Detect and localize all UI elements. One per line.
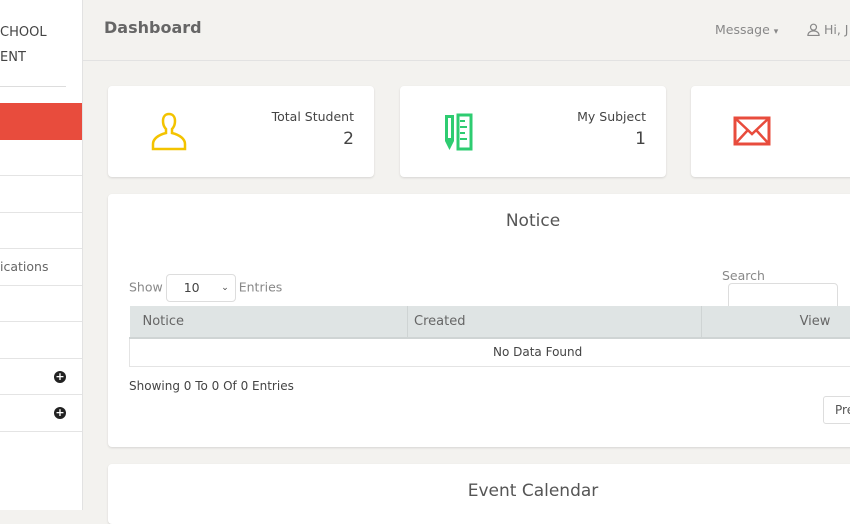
panel-title: Notice [108,211,850,231]
page-title: Dashboard [104,18,202,37]
sidebar-menu: ications + + [0,103,82,432]
column-created[interactable]: Created [408,306,702,338]
user-icon [807,23,820,36]
sidebar-item-active[interactable] [0,103,82,140]
column-notice[interactable]: Notice [130,306,408,338]
entries-length: Show 10 ⌄ Entries [129,274,282,302]
empty-message: No Data Found [130,338,850,366]
caret-down-icon: ▾ [774,27,779,37]
entries-value: 10 [184,280,200,295]
show-label: Show [129,280,163,295]
card-label: Total Student [272,109,354,124]
sidebar-item-label: ications [0,259,48,274]
panel-title: Event Calendar [108,481,850,501]
chevron-down-icon: ⌄ [221,275,229,301]
brand-line2: ENT [0,45,47,70]
greeting: Hi, J [824,22,849,37]
top-header: Dashboard Message ▾ Hi, J [83,0,850,61]
sidebar-item[interactable] [0,213,82,250]
entries-label: Entries [239,280,283,295]
notice-table: Notice Created View No Data Found [129,306,850,367]
entries-select[interactable]: 10 ⌄ [166,274,236,302]
divider [0,86,66,87]
sidebar-item[interactable] [0,140,82,177]
plus-circle-icon[interactable]: + [54,371,66,383]
brand-line1: CHOOL [0,20,47,45]
envelope-icon [733,116,771,148]
pencil-ruler-icon [442,112,476,152]
card-value: 1 [635,129,646,149]
column-view[interactable]: View [702,306,850,338]
card-label: My Subject [577,109,646,124]
sidebar-item-notifications[interactable]: ications [0,249,82,286]
stat-card-messages[interactable] [691,86,850,177]
stat-card-my-subject[interactable]: My Subject 1 [400,86,666,177]
sidebar-item-expandable[interactable]: + [0,395,82,432]
sidebar-item[interactable] [0,322,82,359]
previous-button[interactable]: Pre [823,396,850,424]
message-dropdown[interactable]: Message ▾ [715,22,778,37]
plus-circle-icon[interactable]: + [54,407,66,419]
card-value: 2 [343,129,354,149]
table-header: Notice Created View [130,306,850,338]
stat-card-total-student[interactable]: Total Student 2 [108,86,374,177]
notice-panel: Notice Show 10 ⌄ Entries Search Notice Crea… [108,194,850,447]
event-calendar-panel: Event Calendar [108,464,850,524]
search-label: Search [722,268,765,283]
sidebar-item[interactable] [0,286,82,323]
sidebar-item-expandable[interactable]: + [0,359,82,396]
sidebar-item[interactable] [0,176,82,213]
message-label: Message [715,22,770,37]
user-icon [150,112,188,152]
table-info: Showing 0 To 0 Of 0 Entries [129,379,294,393]
table-row: No Data Found [130,338,850,366]
user-menu[interactable]: Hi, J [807,22,849,37]
